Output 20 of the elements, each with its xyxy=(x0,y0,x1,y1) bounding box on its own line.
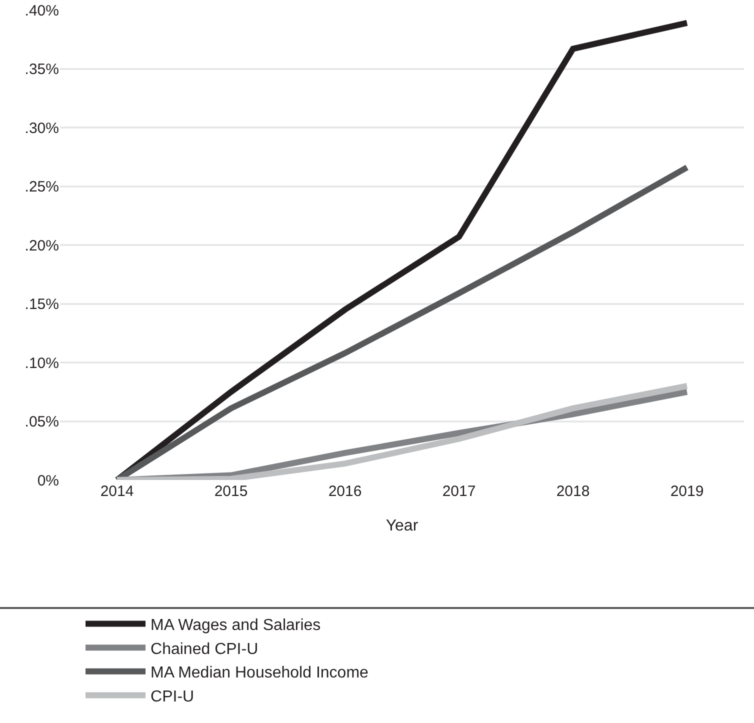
x-tick-label: 2015 xyxy=(214,483,248,500)
y-tick-label: .10% xyxy=(24,354,59,372)
legend-label: CPI-U xyxy=(150,688,194,706)
x-tick-label: 2019 xyxy=(670,483,704,500)
y-tick-label: .35% xyxy=(24,61,59,78)
legend-label: MA Wages and Salaries xyxy=(150,617,321,634)
y-tick-label: .40% xyxy=(24,2,59,20)
x-tick-label: 2018 xyxy=(556,483,590,500)
x-axis-title: Year xyxy=(386,518,419,535)
y-tick-label: .20% xyxy=(24,237,59,254)
y-tick-label: .25% xyxy=(24,178,59,196)
legend-label: Chained CPI-U xyxy=(150,640,258,658)
y-tick-label: .30% xyxy=(24,120,59,137)
y-tick-label: 0% xyxy=(37,472,59,490)
y-tick-label: .05% xyxy=(24,414,59,430)
x-tick-label: 2017 xyxy=(442,483,476,500)
x-tick-label: 2016 xyxy=(328,483,362,500)
legend-label: MA Median Household Income xyxy=(150,664,369,682)
y-tick-label: .15% xyxy=(24,296,59,313)
x-tick-label: 2014 xyxy=(100,483,134,500)
